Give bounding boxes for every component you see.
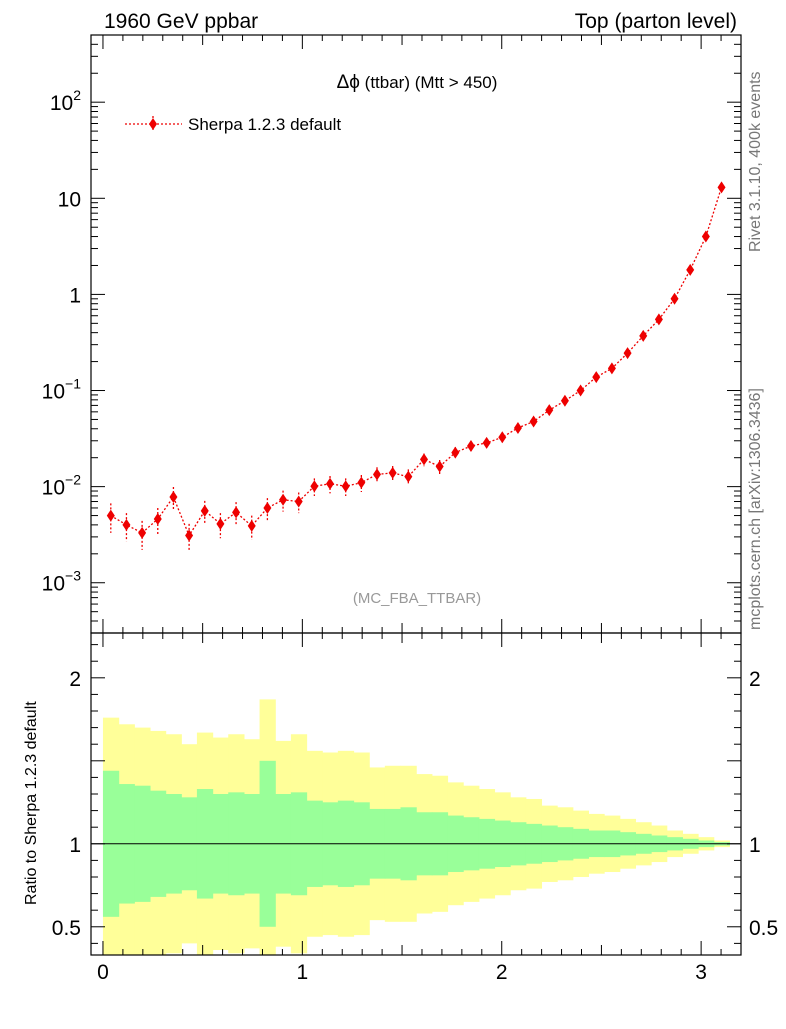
legend: Sherpa 1.2.3 default — [125, 115, 341, 134]
data-point — [216, 517, 225, 530]
x-tick-label: 1 — [297, 961, 309, 984]
header-right: Top (parton level) — [575, 10, 737, 33]
rivet-label: Rivet 3.1.10, 400k events — [747, 71, 764, 252]
main-title-rest: (ttbar) (Mtt > 450) — [360, 73, 497, 92]
data-point — [326, 477, 335, 490]
y-tick-label: 10−3 — [42, 568, 82, 596]
data-point — [545, 404, 554, 417]
data-point — [639, 329, 648, 342]
data-point — [607, 362, 616, 375]
ratio-y-tick-label-right: 2 — [749, 668, 761, 691]
data-point — [153, 513, 162, 526]
legend-label: Sherpa 1.2.3 default — [188, 115, 341, 134]
data-point — [513, 421, 522, 434]
data-point — [247, 519, 256, 532]
y-tick-label: 10−2 — [42, 472, 82, 500]
x-tick-label: 2 — [496, 961, 508, 984]
data-point — [435, 460, 444, 473]
data-point — [701, 230, 710, 243]
x-tick-label: 3 — [695, 961, 707, 984]
y-tick-label: 10−1 — [42, 376, 82, 404]
series-line — [110, 187, 723, 537]
data-point — [670, 292, 679, 305]
data-point — [419, 453, 428, 466]
data-point — [169, 491, 178, 504]
ratio-y-tick-label: 2 — [69, 668, 81, 691]
data-point — [122, 518, 131, 531]
data-point — [576, 384, 585, 397]
x-tick-label: 0 — [97, 961, 109, 984]
data-point — [279, 493, 288, 506]
data-point — [623, 347, 632, 360]
data-point — [498, 431, 507, 444]
data-point — [404, 470, 413, 483]
ratio-y-tick-label-right: 0.5 — [749, 917, 778, 940]
y-tick-label: 1 — [69, 284, 81, 307]
data-point — [560, 394, 569, 407]
legend-marker — [149, 118, 157, 130]
data-point — [373, 468, 381, 481]
y-tick-label: 10 — [58, 188, 81, 211]
data-point — [654, 313, 663, 326]
ratio-bands — [91, 699, 741, 955]
main-axes: 10−3 10−2 10−1 1 10 102 — [42, 34, 742, 634]
ratio-y-tick-label-right: 1 — [749, 834, 761, 857]
main-title: Δϕ (ttbar) (Mtt > 450) — [337, 72, 498, 93]
data-point — [451, 446, 460, 459]
data-point — [592, 371, 601, 384]
header-left: 1960 GeV ppbar — [104, 10, 258, 33]
ratio-y-tick-label: 1 — [69, 834, 81, 857]
data-point — [200, 504, 209, 517]
data-point — [106, 509, 115, 522]
y-tick-label: 102 — [50, 87, 81, 115]
data-point — [138, 526, 147, 539]
data-point — [185, 529, 194, 542]
ratio-axes: 0.5 0.5 1 1 2 2 0 1 2 3 — [52, 632, 778, 984]
data-point — [294, 495, 303, 508]
data-point — [686, 263, 695, 276]
data-point — [466, 439, 475, 452]
data-point — [388, 466, 397, 479]
ratio-ylabel: Ratio to Sherpa 1.2.3 default — [23, 701, 40, 905]
data-point — [357, 476, 366, 489]
main-series — [106, 181, 726, 552]
data-point — [310, 480, 319, 493]
data-point — [263, 501, 272, 514]
analysis-tag: (MC_FBA_TTBAR) — [353, 590, 481, 607]
ratio-y-tick-label: 0.5 — [52, 917, 81, 940]
data-point — [482, 436, 491, 449]
mcplots-label: mcplots.cern.ch [arXiv:1306.3436] — [747, 388, 764, 630]
data-point — [232, 506, 241, 519]
main-title-phi: Δϕ — [337, 72, 360, 93]
data-point — [341, 480, 350, 493]
data-point — [717, 181, 726, 194]
data-point — [529, 415, 538, 428]
